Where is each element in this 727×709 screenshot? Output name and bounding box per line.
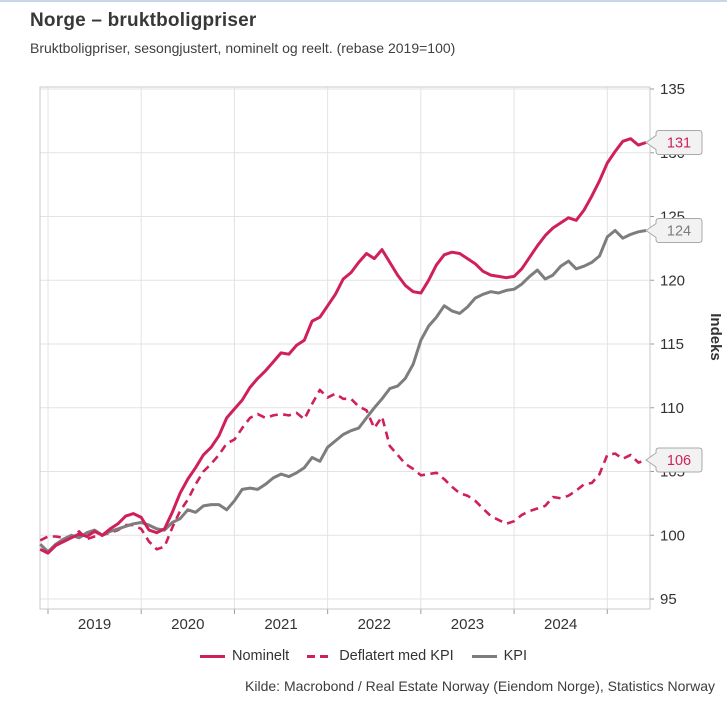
y-axis-label: 95 [660, 591, 677, 608]
y-axis-label: 110 [660, 400, 684, 417]
x-axis-label: 2023 [451, 616, 484, 633]
legend-swatch-gray-line-icon [471, 654, 497, 658]
y-axis-label: 100 [660, 527, 685, 544]
x-axis-label: 2024 [544, 616, 577, 633]
end-value-label: 131 [667, 136, 691, 152]
grid-layer [40, 87, 650, 609]
x-axis-label: 2020 [171, 616, 204, 633]
series-line-kpi [39, 229, 647, 554]
end-value-label: 106 [667, 453, 691, 469]
y-axis-title: Indeks [707, 313, 724, 361]
end-value-callout [645, 130, 703, 156]
end-value-callout [645, 447, 703, 473]
legend-label-deflatert: Deflatert med KPI [339, 648, 454, 664]
series-line-deflatert-med-kpi [39, 388, 647, 551]
legend-swatch-dashed-line-icon [307, 654, 333, 658]
axis-layer: 9510010511011512012513013520192020202120… [39, 81, 685, 633]
chart-title: Norge – bruktboligpriser [30, 10, 257, 31]
legend-label-kpi: KPI [503, 648, 528, 664]
y-axis-label: 120 [660, 272, 685, 289]
series-line-nominelt [39, 137, 647, 555]
source-note: Kilde: Macrobond / Real Estate Norway (E… [245, 678, 715, 694]
x-axis-label: 2019 [78, 616, 111, 633]
legend-swatch-solid-line-icon [199, 654, 225, 658]
legend-item-deflatert: Deflatert med KPI [307, 648, 454, 664]
legend-item-nominelt: Nominelt [199, 648, 290, 664]
legend-label-nominelt: Nominelt [231, 648, 290, 664]
chart-subtitle: Bruktboligpriser, sesongjustert, nominel… [30, 40, 456, 56]
x-axis-label: 2021 [264, 616, 297, 633]
chart-legend: Nominelt Deflatert med KPI KPI [0, 648, 727, 664]
legend-item-kpi: KPI [471, 648, 528, 664]
series-layer [39, 137, 647, 555]
callout-layer: 131 106 124 [645, 130, 703, 473]
y-axis-label: 115 [660, 336, 684, 353]
end-value-callout [645, 218, 703, 244]
x-axis-label: 2022 [358, 616, 391, 633]
y-axis-label: 135 [660, 81, 685, 98]
end-value-label: 124 [667, 224, 691, 240]
plot-border [39, 86, 651, 610]
